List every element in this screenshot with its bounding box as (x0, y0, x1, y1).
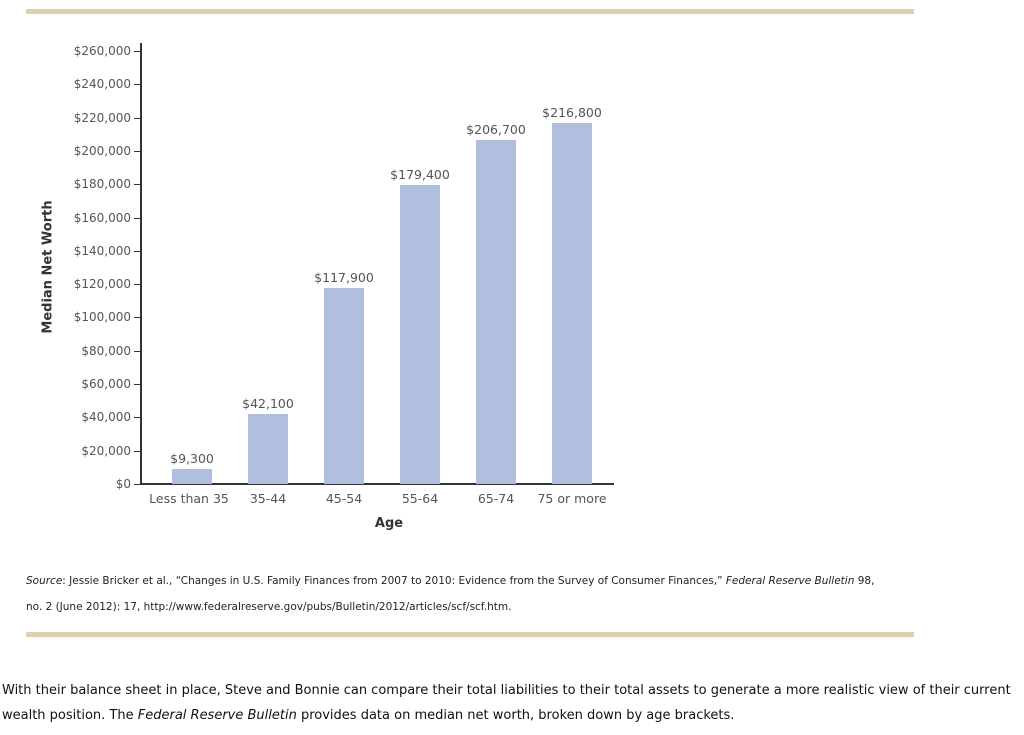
x-category-label: 75 or more (537, 491, 607, 506)
y-tick (134, 384, 141, 385)
x-axis-title: Age (374, 516, 404, 531)
x-axis-line (140, 483, 614, 485)
journal-title: Federal Reserve Bulletin (725, 575, 855, 587)
y-tick-label: $180,000 (73, 177, 131, 192)
x-category-label: 35-44 (249, 491, 287, 506)
bar (552, 122, 592, 484)
y-tick (134, 284, 141, 285)
y-tick-label: $240,000 (73, 77, 131, 92)
y-tick (134, 151, 141, 152)
y-tick-label: $80,000 (81, 343, 131, 358)
bar (172, 468, 212, 484)
y-tick (134, 451, 141, 452)
y-tick-label: $20,000 (81, 443, 131, 458)
bottom-divider (26, 632, 914, 637)
y-tick (134, 84, 141, 85)
x-category-label: 65-74 (477, 491, 515, 506)
y-tick (134, 484, 141, 485)
source-line-2: no. 2 (June 2012): 17, http://www.federa… (26, 601, 512, 613)
x-category-label: 45-54 (325, 491, 363, 506)
bar-value-label: $206,700 (466, 121, 526, 137)
y-tick (134, 351, 141, 352)
y-tick-label: $120,000 (73, 277, 131, 292)
y-tick-label: $160,000 (73, 210, 131, 225)
y-tick (134, 118, 141, 119)
y-tick-label: $40,000 (81, 410, 131, 425)
bar (476, 139, 516, 484)
median-net-worth-chart: Median Net Worth $0 $20,000 $40,000 $60,000… (40, 43, 614, 531)
source-label: Source (26, 575, 63, 587)
y-tick-label: $200,000 (73, 143, 131, 158)
source-citation: Source: Jessie Bricker et al., “Changes … (26, 568, 926, 620)
y-tick (134, 417, 141, 418)
y-tick (134, 51, 141, 52)
bar-value-label: $9,300 (170, 450, 214, 466)
x-category-label: 55-64 (401, 491, 439, 506)
bar (248, 413, 288, 484)
bar-value-label: $179,400 (390, 167, 450, 183)
bar-value-label: $216,800 (542, 104, 602, 120)
bar (324, 287, 364, 484)
y-tick (134, 317, 141, 318)
y-tick-label: $140,000 (73, 243, 131, 258)
y-tick-label: $0 (115, 477, 131, 491)
y-tick-label: $60,000 (81, 377, 131, 392)
y-tick-label: $260,000 (73, 44, 131, 58)
bar-value-label: $42,100 (242, 395, 294, 411)
y-tick (134, 218, 141, 219)
x-category-label: Less than 35 (149, 491, 229, 506)
top-divider (26, 9, 914, 14)
y-axis-line (140, 43, 142, 485)
y-tick-label: $100,000 (73, 310, 131, 325)
source-line-1: Source: Jessie Bricker et al., “Changes … (26, 575, 875, 587)
y-tick (134, 184, 141, 185)
y-tick (134, 251, 141, 252)
journal-reference: Federal Reserve Bulletin (137, 708, 297, 723)
y-axis-title: Median Net Worth (40, 200, 56, 334)
y-tick-label: $220,000 (73, 110, 131, 125)
bar-value-label: $117,900 (314, 269, 374, 285)
bar (400, 185, 440, 484)
body-paragraph: With their balance sheet in place, Steve… (2, 683, 1011, 723)
